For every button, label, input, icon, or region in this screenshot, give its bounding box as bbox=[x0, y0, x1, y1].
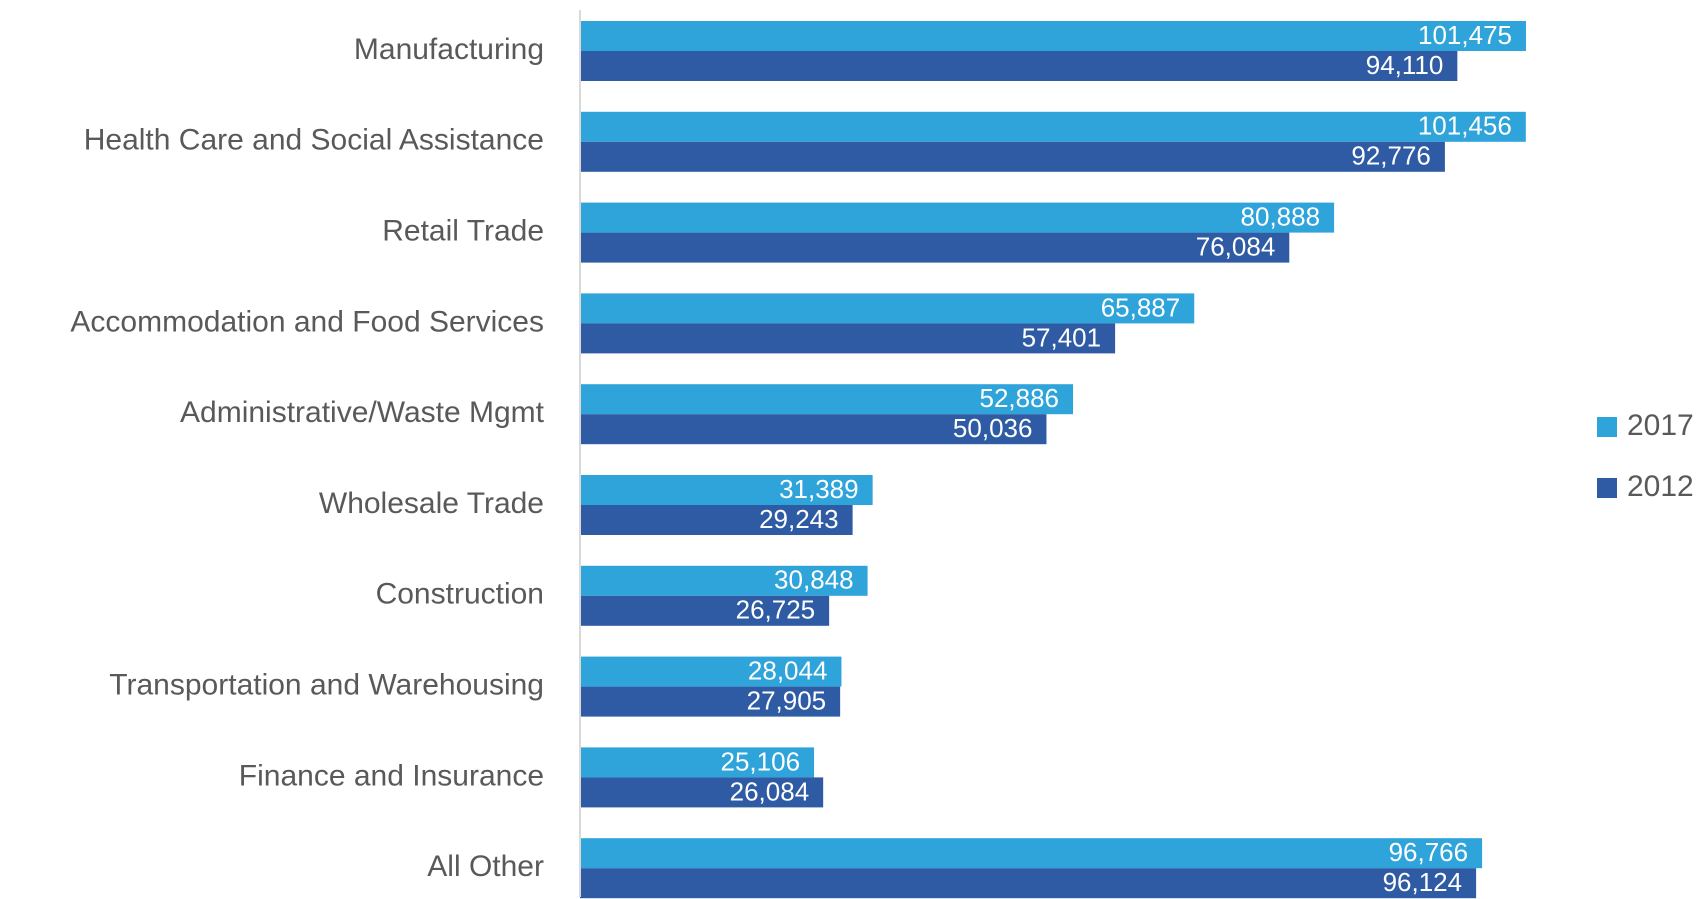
bar bbox=[580, 475, 873, 505]
bar bbox=[580, 111, 1526, 142]
category-label: Manufacturing bbox=[354, 33, 544, 66]
bar bbox=[580, 868, 1477, 899]
data-label: 27,905 bbox=[747, 685, 827, 715]
data-label: 29,243 bbox=[759, 504, 839, 534]
data-label: 101,475 bbox=[1418, 20, 1512, 50]
data-label: 26,084 bbox=[730, 776, 810, 806]
bar bbox=[580, 293, 1195, 324]
bar bbox=[580, 414, 1047, 445]
bar bbox=[580, 565, 868, 596]
data-label: 101,456 bbox=[1418, 111, 1512, 141]
data-label: 50,036 bbox=[953, 413, 1033, 443]
category-label: Transportation and Warehousing bbox=[109, 669, 544, 702]
data-label: 65,887 bbox=[1101, 292, 1181, 322]
data-label: 28,044 bbox=[748, 655, 828, 685]
legend-label: 2012 bbox=[1627, 470, 1694, 503]
legend-swatch bbox=[1597, 417, 1617, 437]
bar bbox=[580, 777, 824, 808]
bar bbox=[580, 384, 1074, 415]
bar bbox=[580, 323, 1116, 354]
data-label: 96,124 bbox=[1383, 867, 1463, 897]
data-label: 31,389 bbox=[779, 474, 859, 504]
legend-swatch bbox=[1597, 478, 1617, 498]
category-label: Administrative/Waste Mgmt bbox=[180, 396, 545, 429]
data-label: 52,886 bbox=[979, 383, 1059, 413]
category-label: Health Care and Social Assistance bbox=[84, 124, 544, 157]
bar bbox=[580, 505, 853, 535]
category-label: Wholesale Trade bbox=[319, 487, 544, 520]
category-label: Finance and Insurance bbox=[239, 759, 544, 792]
data-label: 57,401 bbox=[1022, 322, 1102, 352]
data-label: 96,766 bbox=[1389, 837, 1469, 867]
category-label: Accommodation and Food Services bbox=[70, 305, 544, 338]
category-label: All Other bbox=[427, 850, 544, 883]
bar bbox=[580, 838, 1483, 869]
data-label: 30,848 bbox=[774, 565, 854, 595]
bar bbox=[580, 51, 1458, 81]
category-label: Construction bbox=[376, 578, 544, 611]
data-label: 94,110 bbox=[1366, 50, 1444, 80]
bar bbox=[580, 656, 842, 687]
data-label: 92,776 bbox=[1351, 141, 1431, 171]
data-label: 76,084 bbox=[1196, 231, 1276, 261]
bar bbox=[580, 595, 830, 626]
legend-label: 2017 bbox=[1627, 409, 1694, 442]
category-label: Retail Trade bbox=[382, 215, 544, 248]
data-label: 26,725 bbox=[736, 595, 816, 625]
data-label: 25,106 bbox=[721, 746, 801, 776]
bar bbox=[580, 21, 1526, 51]
bar bbox=[580, 232, 1290, 263]
bar bbox=[580, 202, 1335, 233]
bar bbox=[580, 141, 1445, 172]
bar bbox=[580, 747, 815, 778]
bar bbox=[580, 686, 841, 717]
data-label: 80,888 bbox=[1241, 201, 1321, 231]
